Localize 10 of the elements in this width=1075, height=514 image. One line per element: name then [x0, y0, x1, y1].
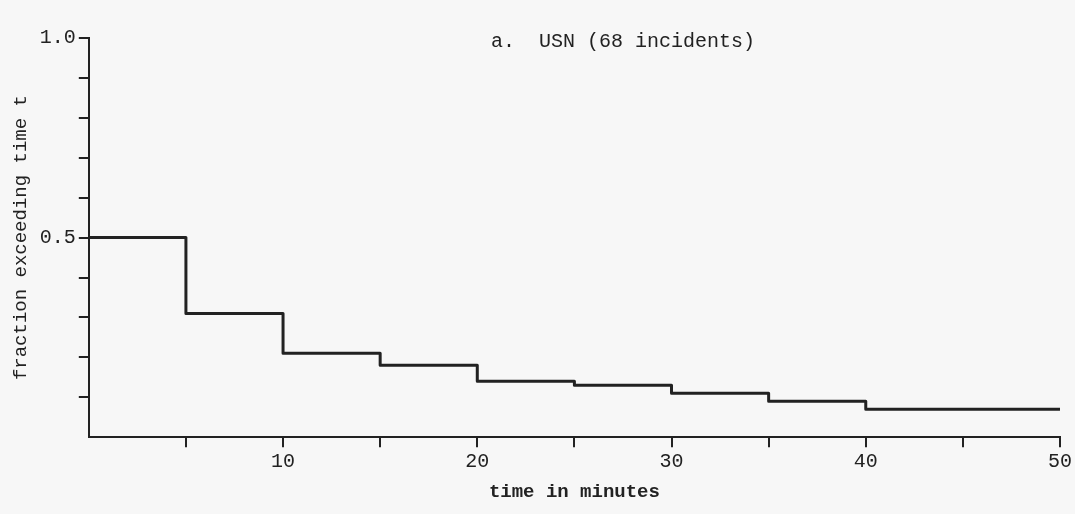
- x-tick-label: 30: [659, 450, 684, 474]
- x-tick-label: 10: [271, 450, 296, 474]
- x-tick-label: 50: [1047, 450, 1073, 474]
- y-tick-label: 0.5: [39, 225, 76, 249]
- x-axis-title: time in minutes: [488, 481, 660, 504]
- chart-title: a. USN (68 incidents): [490, 30, 755, 54]
- y-tick-label: 1.0: [39, 26, 76, 50]
- x-tick-label: 20: [465, 450, 490, 474]
- x-tick-label: 40: [853, 450, 878, 474]
- y-axis-title: fraction exceeding time t: [10, 95, 33, 381]
